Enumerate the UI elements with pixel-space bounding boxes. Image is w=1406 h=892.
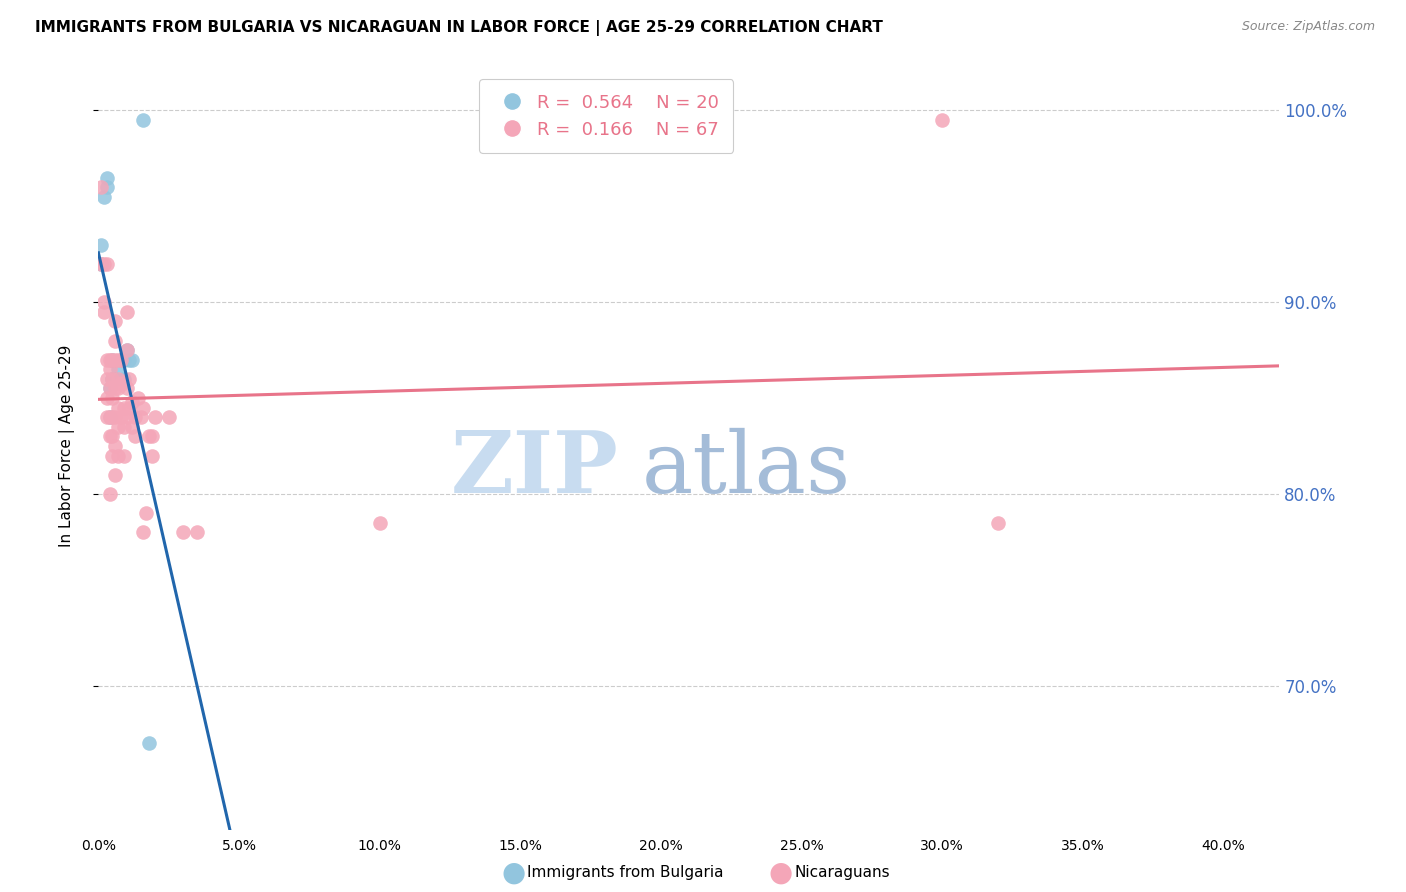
Point [93,304,115,318]
Point [118,401,141,415]
Point [96,372,118,386]
Point [93,295,115,310]
Point [112,419,135,434]
Text: atlas: atlas [641,427,851,510]
Point [129,410,152,425]
Text: Immigrants from Bulgaria: Immigrants from Bulgaria [527,865,724,880]
Point [121,352,143,367]
Text: ●: ● [501,858,526,887]
Point [110,352,132,367]
Point [96,391,118,405]
Point [104,467,127,482]
Point [135,506,157,520]
Point [104,381,127,395]
Point [118,372,141,386]
Point [115,304,138,318]
Point [107,372,129,386]
Point [124,410,146,425]
Point [127,391,149,405]
Point [98,381,121,395]
Point [104,314,127,328]
Point [96,257,118,271]
Point [368,516,391,530]
Point [115,381,138,395]
Point [141,429,163,443]
Point [115,343,138,357]
Point [104,439,127,453]
Text: Nicaraguans: Nicaraguans [794,865,890,880]
Point [98,429,121,443]
Point [101,429,124,443]
Point [96,180,118,194]
Point [96,352,118,367]
Point [98,362,121,376]
Point [141,449,163,463]
Text: ZIP: ZIP [450,427,619,511]
Point [104,334,127,348]
Point [132,112,155,127]
Point [172,525,194,540]
Point [138,429,160,443]
Point [101,410,124,425]
Point [101,352,124,367]
Y-axis label: In Labor Force | Age 25-29: In Labor Force | Age 25-29 [59,345,75,547]
Point [90,257,112,271]
Point [101,372,124,386]
Point [93,189,115,203]
Point [90,257,112,271]
Point [112,449,135,463]
Point [107,352,129,367]
Point [98,352,121,367]
Text: ●: ● [768,858,793,887]
Legend: R =  0.564    N = 20, R =  0.166    N = 67: R = 0.564 N = 20, R = 0.166 N = 67 [479,79,734,153]
Point [96,170,118,185]
Point [138,736,160,750]
Point [98,410,121,425]
Point [987,516,1010,530]
Point [121,419,143,434]
Point [101,449,124,463]
Point [112,372,135,386]
Point [115,343,138,357]
Point [104,352,127,367]
Point [143,410,166,425]
Point [157,410,180,425]
Point [186,525,208,540]
Point [132,525,155,540]
Point [107,449,129,463]
Point [101,352,124,367]
Point [98,487,121,501]
Point [124,429,146,443]
Point [90,180,112,194]
Point [110,410,132,425]
Point [104,410,127,425]
Point [101,372,124,386]
Point [104,372,127,386]
Point [101,391,124,405]
Point [132,401,155,415]
Point [115,410,138,425]
Point [93,257,115,271]
Point [107,419,129,434]
Point [110,352,132,367]
Point [110,376,132,390]
Point [101,372,124,386]
Point [112,352,135,367]
Point [107,362,129,376]
Point [90,237,112,252]
Point [121,395,143,409]
Point [107,401,129,415]
Point [112,401,135,415]
Point [112,376,135,390]
Point [931,112,953,127]
Point [98,410,121,425]
Point [96,410,118,425]
Point [107,381,129,395]
Point [118,352,141,367]
Point [98,381,121,395]
Text: IMMIGRANTS FROM BULGARIA VS NICARAGUAN IN LABOR FORCE | AGE 25-29 CORRELATION CH: IMMIGRANTS FROM BULGARIA VS NICARAGUAN I… [35,20,883,36]
Text: Source: ZipAtlas.com: Source: ZipAtlas.com [1241,20,1375,33]
